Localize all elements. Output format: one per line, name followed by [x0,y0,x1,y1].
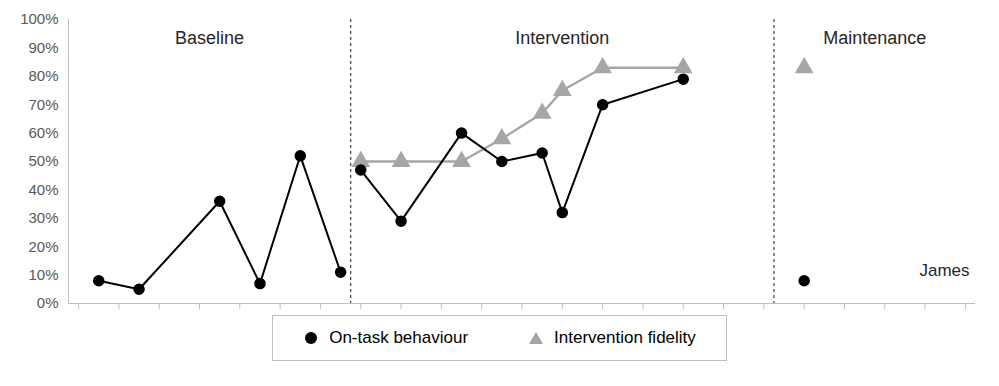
svg-text:Maintenance: Maintenance [823,28,926,48]
svg-text:10%: 10% [28,266,58,283]
svg-text:40%: 40% [28,181,58,198]
svg-text:80%: 80% [28,67,58,84]
svg-text:100%: 100% [20,10,58,27]
html-text:Intervention fidelity: Intervention fidelity [554,328,696,347]
svg-text:30%: 30% [28,209,58,226]
svg-text:90%: 90% [28,39,58,56]
svg-text:20%: 20% [28,238,58,255]
svg-text:Intervention: Intervention [515,28,609,48]
svg-text:Baseline: Baseline [175,28,244,48]
svg-text:60%: 60% [28,124,58,141]
svg-text:70%: 70% [28,96,58,113]
html-text:On-task behaviour: On-task behaviour [329,328,469,347]
svg-text:James: James [919,261,969,280]
svg-text:0%: 0% [37,294,59,311]
svg-text:50%: 50% [28,152,58,169]
